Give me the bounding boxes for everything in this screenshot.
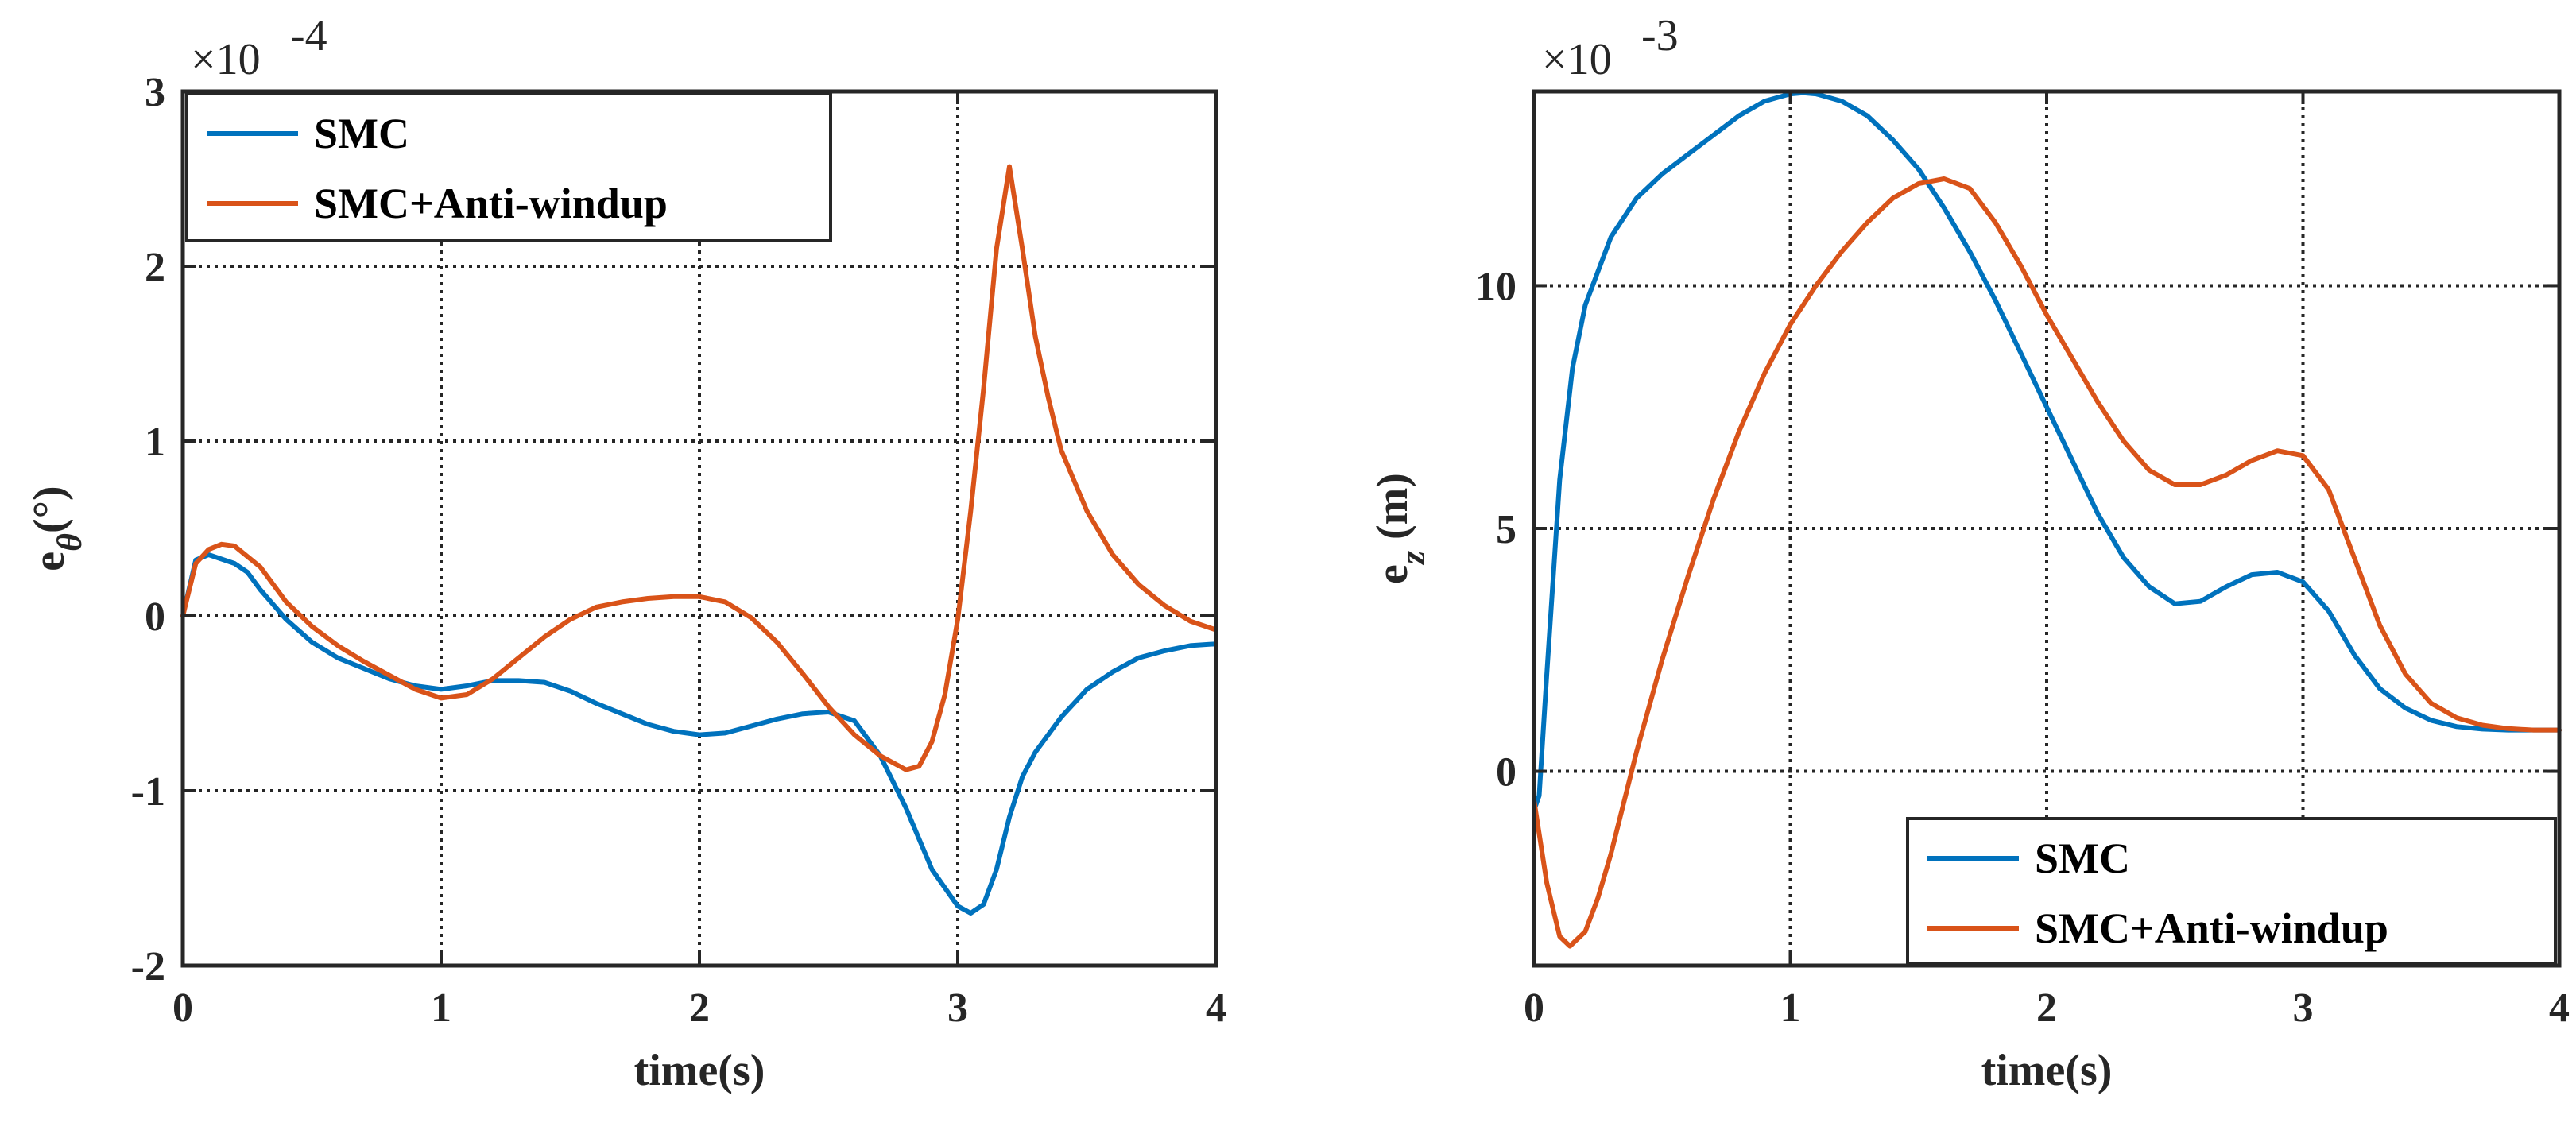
exponent-label: ×10 xyxy=(1542,35,1612,84)
legend: SMC SMC+Anti-windup xyxy=(1906,817,2557,966)
x-tick-label: 1 xyxy=(1780,985,1801,1031)
exponent-power: -4 xyxy=(290,11,327,60)
y-tick-label: 1 xyxy=(145,420,165,465)
legend-label: SMC xyxy=(314,110,409,157)
x-tick-label: 0 xyxy=(172,985,193,1031)
x-axis-label: time(s) xyxy=(1981,1046,2113,1095)
chart-2: 0 1 2 3 4 0 5 10 ×10 -3 time(s) ez (m) SMC SMC+Anti-w… xyxy=(1368,11,2570,1095)
series-line-smc xyxy=(180,552,1218,916)
x-tick-label: 1 xyxy=(431,985,451,1031)
x-tick-label: 2 xyxy=(689,985,710,1031)
legend-box xyxy=(1906,817,2557,966)
chart-1: 0 1 2 3 4 -2 -1 0 1 2 3 ×10 -4 time(s) eθ(°) SMC SMC+Ant… xyxy=(25,11,1226,1095)
y-axis-label: eθ(°) xyxy=(25,486,89,571)
legend-box xyxy=(185,92,832,242)
x-tick-label: 4 xyxy=(1206,985,1226,1031)
series-line-smc-anti-windup xyxy=(1532,176,2562,949)
x-tick-label: 2 xyxy=(2036,985,2057,1031)
y-tick-label: 3 xyxy=(145,70,165,115)
exponent-power: -3 xyxy=(1641,11,1679,60)
y-tick-label: 0 xyxy=(145,594,165,640)
y-tick-label: -1 xyxy=(131,769,165,815)
x-tick-label: 4 xyxy=(2549,985,2570,1031)
x-tick-label: 3 xyxy=(947,985,968,1031)
y-tick-label: -2 xyxy=(131,944,165,989)
x-axis-label: time(s) xyxy=(634,1046,765,1095)
x-tick-label: 3 xyxy=(2293,985,2314,1031)
legend-label: SMC xyxy=(2035,834,2130,882)
legend-label: SMC+Anti-windup xyxy=(2035,904,2388,952)
y-tick-label: 0 xyxy=(1496,750,1517,796)
exponent-label: ×10 xyxy=(191,35,261,84)
y-tick-label: 5 xyxy=(1496,507,1517,552)
series-line-smc xyxy=(1532,90,2562,813)
x-tick-label: 0 xyxy=(1524,985,1544,1031)
series-line-smc-anti-windup xyxy=(180,164,1218,772)
y-tick-label: 2 xyxy=(145,245,165,290)
legend: SMC SMC+Anti-windup xyxy=(185,92,832,242)
y-axis-label: ez (m) xyxy=(1368,473,1432,584)
y-tick-label: 10 xyxy=(1475,264,1517,309)
legend-label: SMC+Anti-windup xyxy=(314,180,668,227)
